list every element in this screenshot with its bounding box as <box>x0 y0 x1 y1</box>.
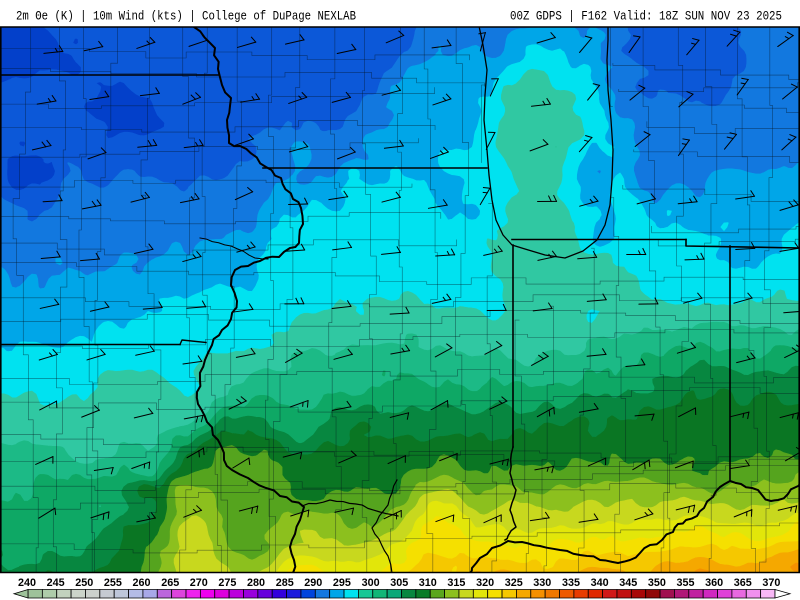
svg-text:350: 350 <box>648 577 666 589</box>
svg-text:325: 325 <box>505 577 523 589</box>
svg-text:295: 295 <box>333 577 351 589</box>
svg-text:245: 245 <box>47 577 65 589</box>
svg-text:320: 320 <box>476 577 494 589</box>
svg-text:355: 355 <box>676 577 694 589</box>
svg-text:275: 275 <box>218 577 236 589</box>
svg-text:310: 310 <box>419 577 437 589</box>
svg-text:335: 335 <box>562 577 580 589</box>
svg-text:305: 305 <box>390 577 408 589</box>
svg-text:345: 345 <box>619 577 637 589</box>
svg-text:370: 370 <box>762 577 780 589</box>
svg-text:300: 300 <box>362 577 380 589</box>
svg-text:265: 265 <box>161 577 179 589</box>
svg-text:280: 280 <box>247 577 265 589</box>
svg-text:270: 270 <box>190 577 208 589</box>
svg-text:315: 315 <box>447 577 465 589</box>
svg-text:250: 250 <box>75 577 93 589</box>
svg-text:290: 290 <box>304 577 322 589</box>
svg-text:00Z GDPS | F162 Valid: 18Z SUN: 00Z GDPS | F162 Valid: 18Z SUN NOV 23 20… <box>510 9 782 24</box>
svg-text:360: 360 <box>705 577 723 589</box>
svg-text:365: 365 <box>734 577 752 589</box>
svg-text:240: 240 <box>18 577 36 589</box>
svg-text:260: 260 <box>132 577 150 589</box>
svg-text:2m Θe (K) | 10m Wind (kts) | C: 2m Θe (K) | 10m Wind (kts) | College of … <box>16 9 356 24</box>
svg-text:255: 255 <box>104 577 122 589</box>
svg-text:340: 340 <box>591 577 609 589</box>
svg-text:285: 285 <box>276 577 294 589</box>
svg-text:330: 330 <box>533 577 551 589</box>
